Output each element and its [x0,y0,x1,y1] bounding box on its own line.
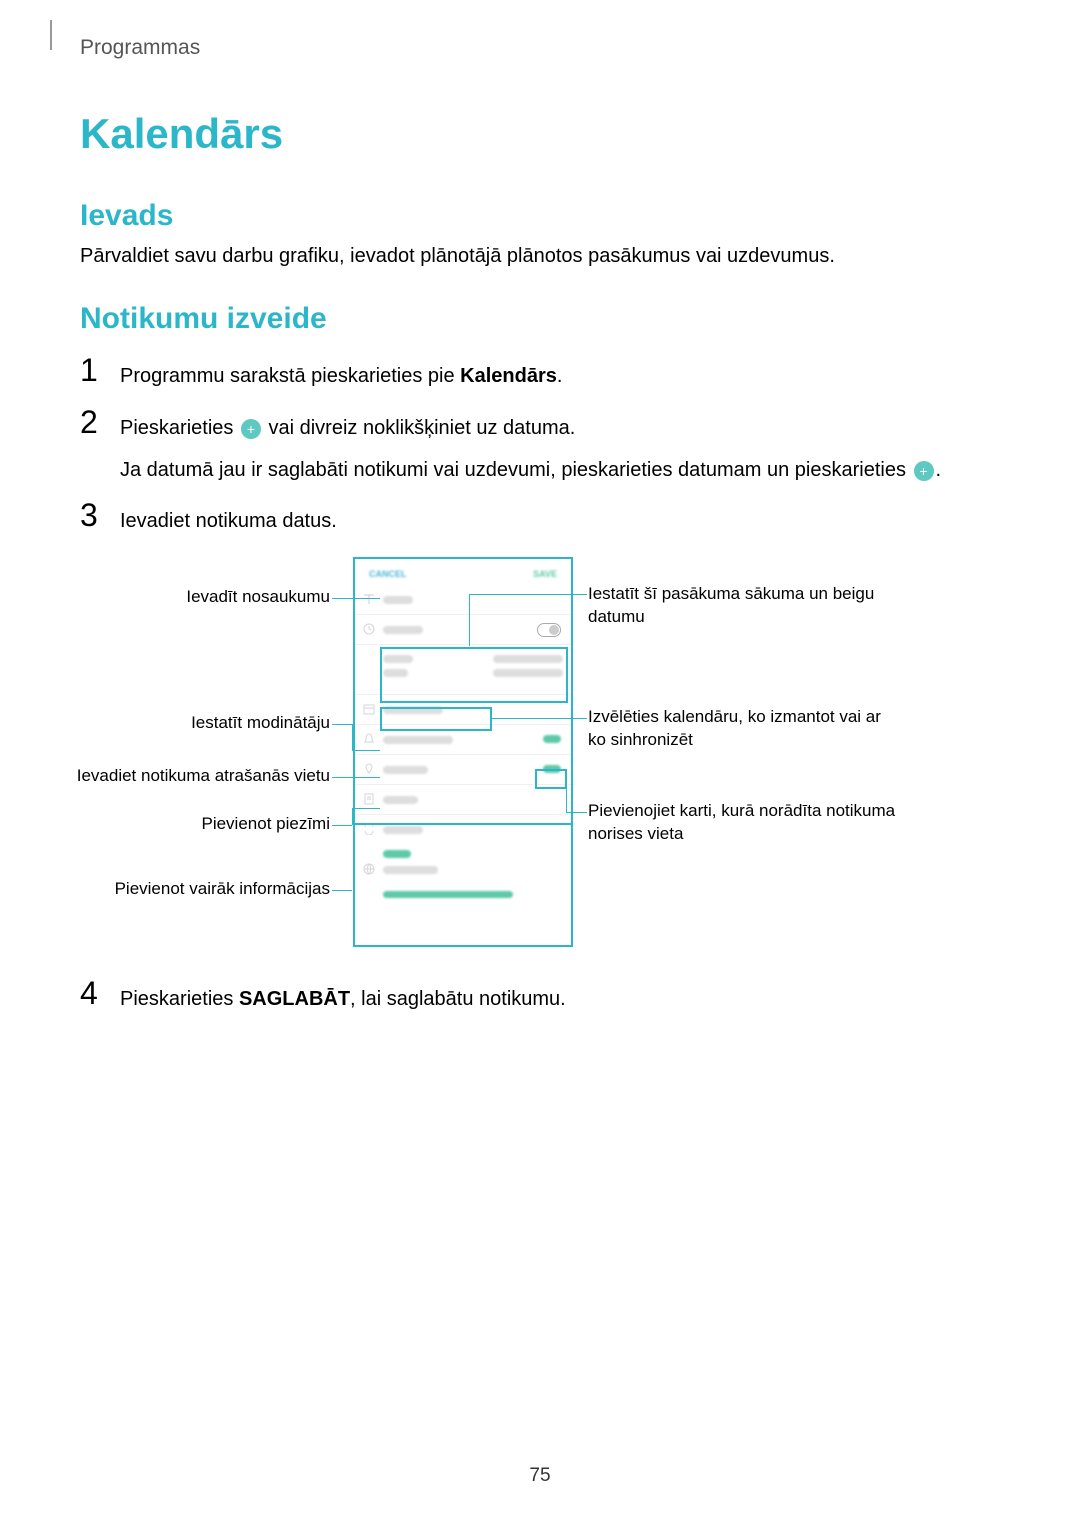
globe-icon [363,863,375,875]
blur-placeholder [383,866,438,874]
blur-placeholder [383,655,413,663]
blur-placeholder [493,669,563,677]
step-4-pre: Pieskarieties [120,988,239,1010]
section-heading-intro: Ievads [80,199,173,233]
step-number: 4 [80,975,98,1012]
step-2-line2: Ja datumā jau ir saglabāti notikumi vai … [120,454,1000,486]
bell-icon [363,733,375,745]
phone-row-timezone [355,855,571,899]
callout-line [352,750,380,751]
plus-icon: + [241,419,261,439]
callout-calendar: Izvēlēties kalendāru, ko izmantot vai ar… [588,706,898,752]
step-1-text: Programmu sarakstā pieskarieties pie Kal… [120,360,1000,392]
callout-dates: Iestatīt šī pasākuma sākuma un beigu dat… [588,583,898,629]
pin-icon [363,763,375,775]
callout-line [469,594,470,646]
callout-alarm: Iestatīt modinātāju [80,712,330,735]
callout-line [332,825,352,826]
callout-line [352,808,380,809]
phone-cancel: CANCEL [369,569,407,579]
repeat-icon [363,823,375,835]
blur-highlight [543,735,561,743]
phone-row-allday [355,615,571,645]
intro-text: Pārvaldiet savu darbu grafiku, ievadot p… [80,245,835,268]
step-2-l2-post: . [936,459,942,481]
phone-row-alarm [355,725,571,755]
step-2: 2 Pieskarieties + vai divreiz noklikšķin… [80,412,1000,486]
step-2-l1-pre: Pieskarieties [120,417,239,439]
step-4-text: Pieskarieties SAGLABĀT, lai saglabātu no… [120,983,1000,1015]
callout-map: Pievienojiet karti, kurā norādīta notiku… [588,800,898,846]
page-margin-rule [50,20,52,50]
phone-save: SAVE [533,569,557,579]
callout-line [352,724,353,750]
step-number: 1 [80,352,98,389]
blur-placeholder [383,826,423,834]
callout-more: Pievienot vairāk informācijas [60,878,330,901]
calendar-icon [363,703,375,715]
blur-placeholder [383,706,443,714]
phone-row-location [355,755,571,785]
step-4: 4 Pieskarieties SAGLABĀT, lai saglabātu … [80,983,1000,1015]
phone-row-calendar [355,695,571,725]
step-2-l2-pre: Ja datumā jau ir saglabāti notikumi vai … [120,459,912,481]
plus-icon: + [914,461,934,481]
step-2-l1-post: vai divreiz noklikšķiniet uz datuma. [263,417,575,439]
step-1: 1 Programmu sarakstā pieskarieties pie K… [80,360,1000,392]
callout-line [491,718,587,719]
phone-top-bar: CANCEL SAVE [355,559,571,585]
header-breadcrumb: Programmas [80,36,200,60]
blur-placeholder [383,736,453,744]
step-3: 3 Ievadiet notikuma datus. [80,505,1000,537]
step-number: 3 [80,497,98,534]
step-4-post: , lai saglabātu notikumu. [350,988,566,1010]
section-heading-create: Notikumu izveide [80,302,327,336]
step-number: 2 [80,404,98,441]
text-icon [363,593,375,605]
callout-location: Ievadiet notikuma atrašanās vietu [30,765,330,788]
phone-row-repeat [355,815,571,855]
step-3-text: Ievadiet notikuma datus. [120,505,1000,537]
step-1-post: . [557,365,563,387]
callout-title: Ievadīt nosaukumu [80,586,330,609]
blur-placeholder [493,655,563,663]
callout-line [332,777,380,778]
blur-highlight [383,891,513,898]
blur-placeholder [383,596,413,604]
allday-toggle [537,623,561,637]
blur-placeholder [383,796,418,804]
step-1-pre: Programmu sarakstā pieskarieties pie [120,365,460,387]
note-icon [363,793,375,805]
phone-row-dates [355,645,571,695]
phone-row-title [355,585,571,615]
callout-note: Pievienot piezīmi [80,813,330,836]
callout-line [566,812,587,813]
blur-placeholder [383,669,408,677]
page-title: Kalendārs [80,110,283,158]
blur-placeholder [383,626,423,634]
blur-highlight [543,765,561,773]
callout-line [332,890,352,891]
callout-line [332,724,352,725]
blur-placeholder [383,766,428,774]
callout-line [352,808,353,825]
step-4-bold: SAGLABĀT [239,988,350,1010]
clock-icon [363,623,375,635]
page-number: 75 [0,1465,1080,1487]
phone-mockup: CANCEL SAVE [353,557,573,947]
step-1-bold: Kalendārs [460,365,557,387]
callout-line [469,594,587,595]
callout-line [566,778,567,812]
callout-line [332,598,380,599]
phone-row-note [355,785,571,815]
step-2-line1: Pieskarieties + vai divreiz noklikšķinie… [120,412,1000,444]
